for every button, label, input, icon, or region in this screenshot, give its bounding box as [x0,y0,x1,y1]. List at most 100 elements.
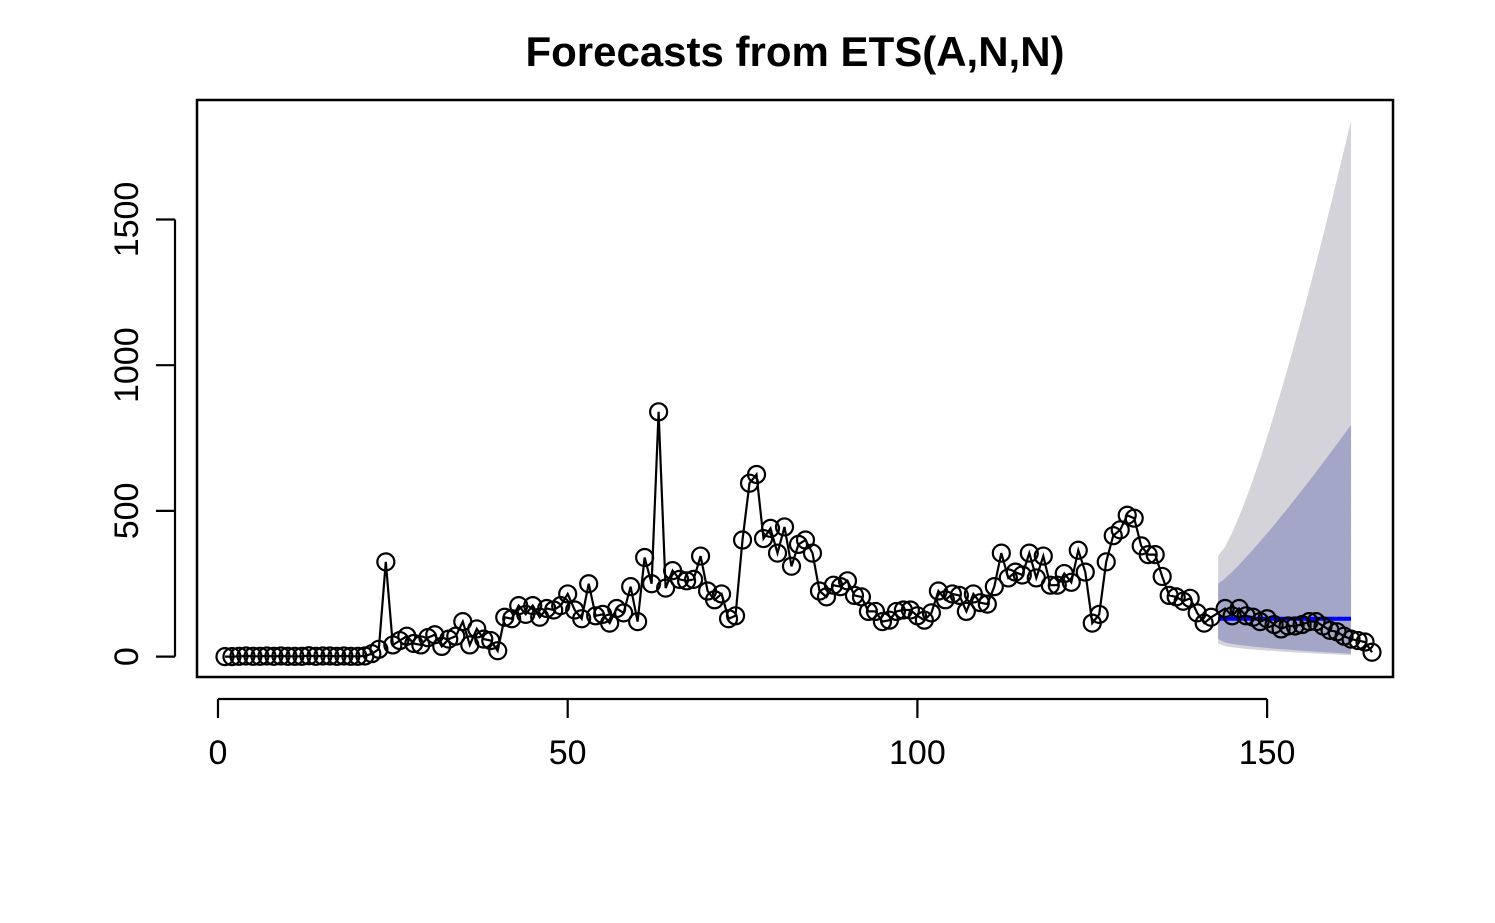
data-point [257,646,277,666]
data-point [1096,552,1116,572]
data-point [774,517,795,537]
observed-series [215,402,1382,667]
data-point [1061,572,1081,592]
data-point [264,646,284,666]
data-point [558,584,578,604]
data-point [1355,632,1375,652]
data-point [921,603,941,623]
data-point [572,609,592,629]
data-point [956,601,976,622]
data-point [334,646,354,666]
data-point [285,646,305,666]
data-point [760,518,781,538]
data-point [614,603,634,623]
data-point [537,598,557,619]
data-point [313,646,333,666]
x-axis: 0 50 100 150 [209,697,1296,772]
data-point [236,646,256,666]
data-point [1145,545,1165,565]
data-point [292,646,312,666]
data-point [1201,607,1221,627]
data-point [683,569,704,589]
data-point [725,606,746,626]
chart-title: Forecasts from ETS(A,N,N) [525,28,1064,75]
data-point [1299,612,1319,632]
data-point [942,584,962,604]
data-point [299,646,319,666]
y-tick-label: 1000 [108,327,146,403]
data-point [579,574,599,594]
data-point [970,593,990,613]
data-point [1124,508,1144,528]
data-point [481,630,501,651]
data-point [250,646,270,666]
data-point [1362,642,1382,662]
data-point [1040,575,1060,595]
data-point [1075,562,1095,582]
data-point [649,402,669,422]
data-point [327,646,347,666]
data-point [872,612,893,632]
data-point [1033,546,1053,566]
data-point [844,585,865,606]
data-point [1152,566,1172,587]
data-point [865,601,886,622]
data-point [1068,540,1088,560]
data-point [1278,616,1298,636]
data-point [1089,604,1109,624]
x-tick-label: 150 [1239,734,1296,772]
data-point [215,647,235,667]
data-point [222,647,242,667]
band-80 [1218,424,1352,654]
data-point [243,646,263,666]
x-tick-label: 0 [209,734,228,772]
data-point [488,641,508,661]
data-point [781,556,802,576]
data-point [886,601,907,622]
data-point [1285,616,1305,636]
data-point [676,571,697,591]
data-point [711,584,732,604]
data-point [229,646,249,666]
data-point [348,646,368,666]
data-point [858,601,879,622]
y-axis: 0 500 1000 1500 [108,182,177,666]
data-point [341,646,361,666]
x-tick-label: 50 [549,734,587,772]
y-tick-label: 0 [108,647,146,666]
data-point [823,575,844,595]
data-point [746,464,767,485]
data-point [1012,565,1032,585]
data-point [306,646,326,666]
data-point [690,546,711,566]
data-point [495,607,515,627]
data-point [1019,543,1039,563]
data-point [628,612,648,632]
prediction-intervals [1218,120,1352,656]
data-point [376,552,396,572]
y-tick-label: 1500 [108,182,146,258]
data-point [1348,630,1368,651]
data-point [1187,603,1207,623]
data-point [369,639,389,659]
data-point [802,543,823,563]
data-point [474,629,494,649]
data-point [669,569,690,589]
x-tick-label: 100 [889,734,946,772]
data-point [949,585,969,606]
plot-frame [195,98,1395,679]
data-point [271,646,291,666]
data-point [732,530,753,550]
data-point [621,577,641,597]
y-tick-label: 500 [108,483,146,540]
data-point [753,528,774,549]
data-point [656,578,676,598]
data-point [278,646,298,666]
data-point [642,574,662,594]
data-point [467,619,487,639]
data-point [1138,545,1158,565]
data-point [984,577,1004,597]
data-point [320,646,340,666]
data-point [1341,629,1361,649]
